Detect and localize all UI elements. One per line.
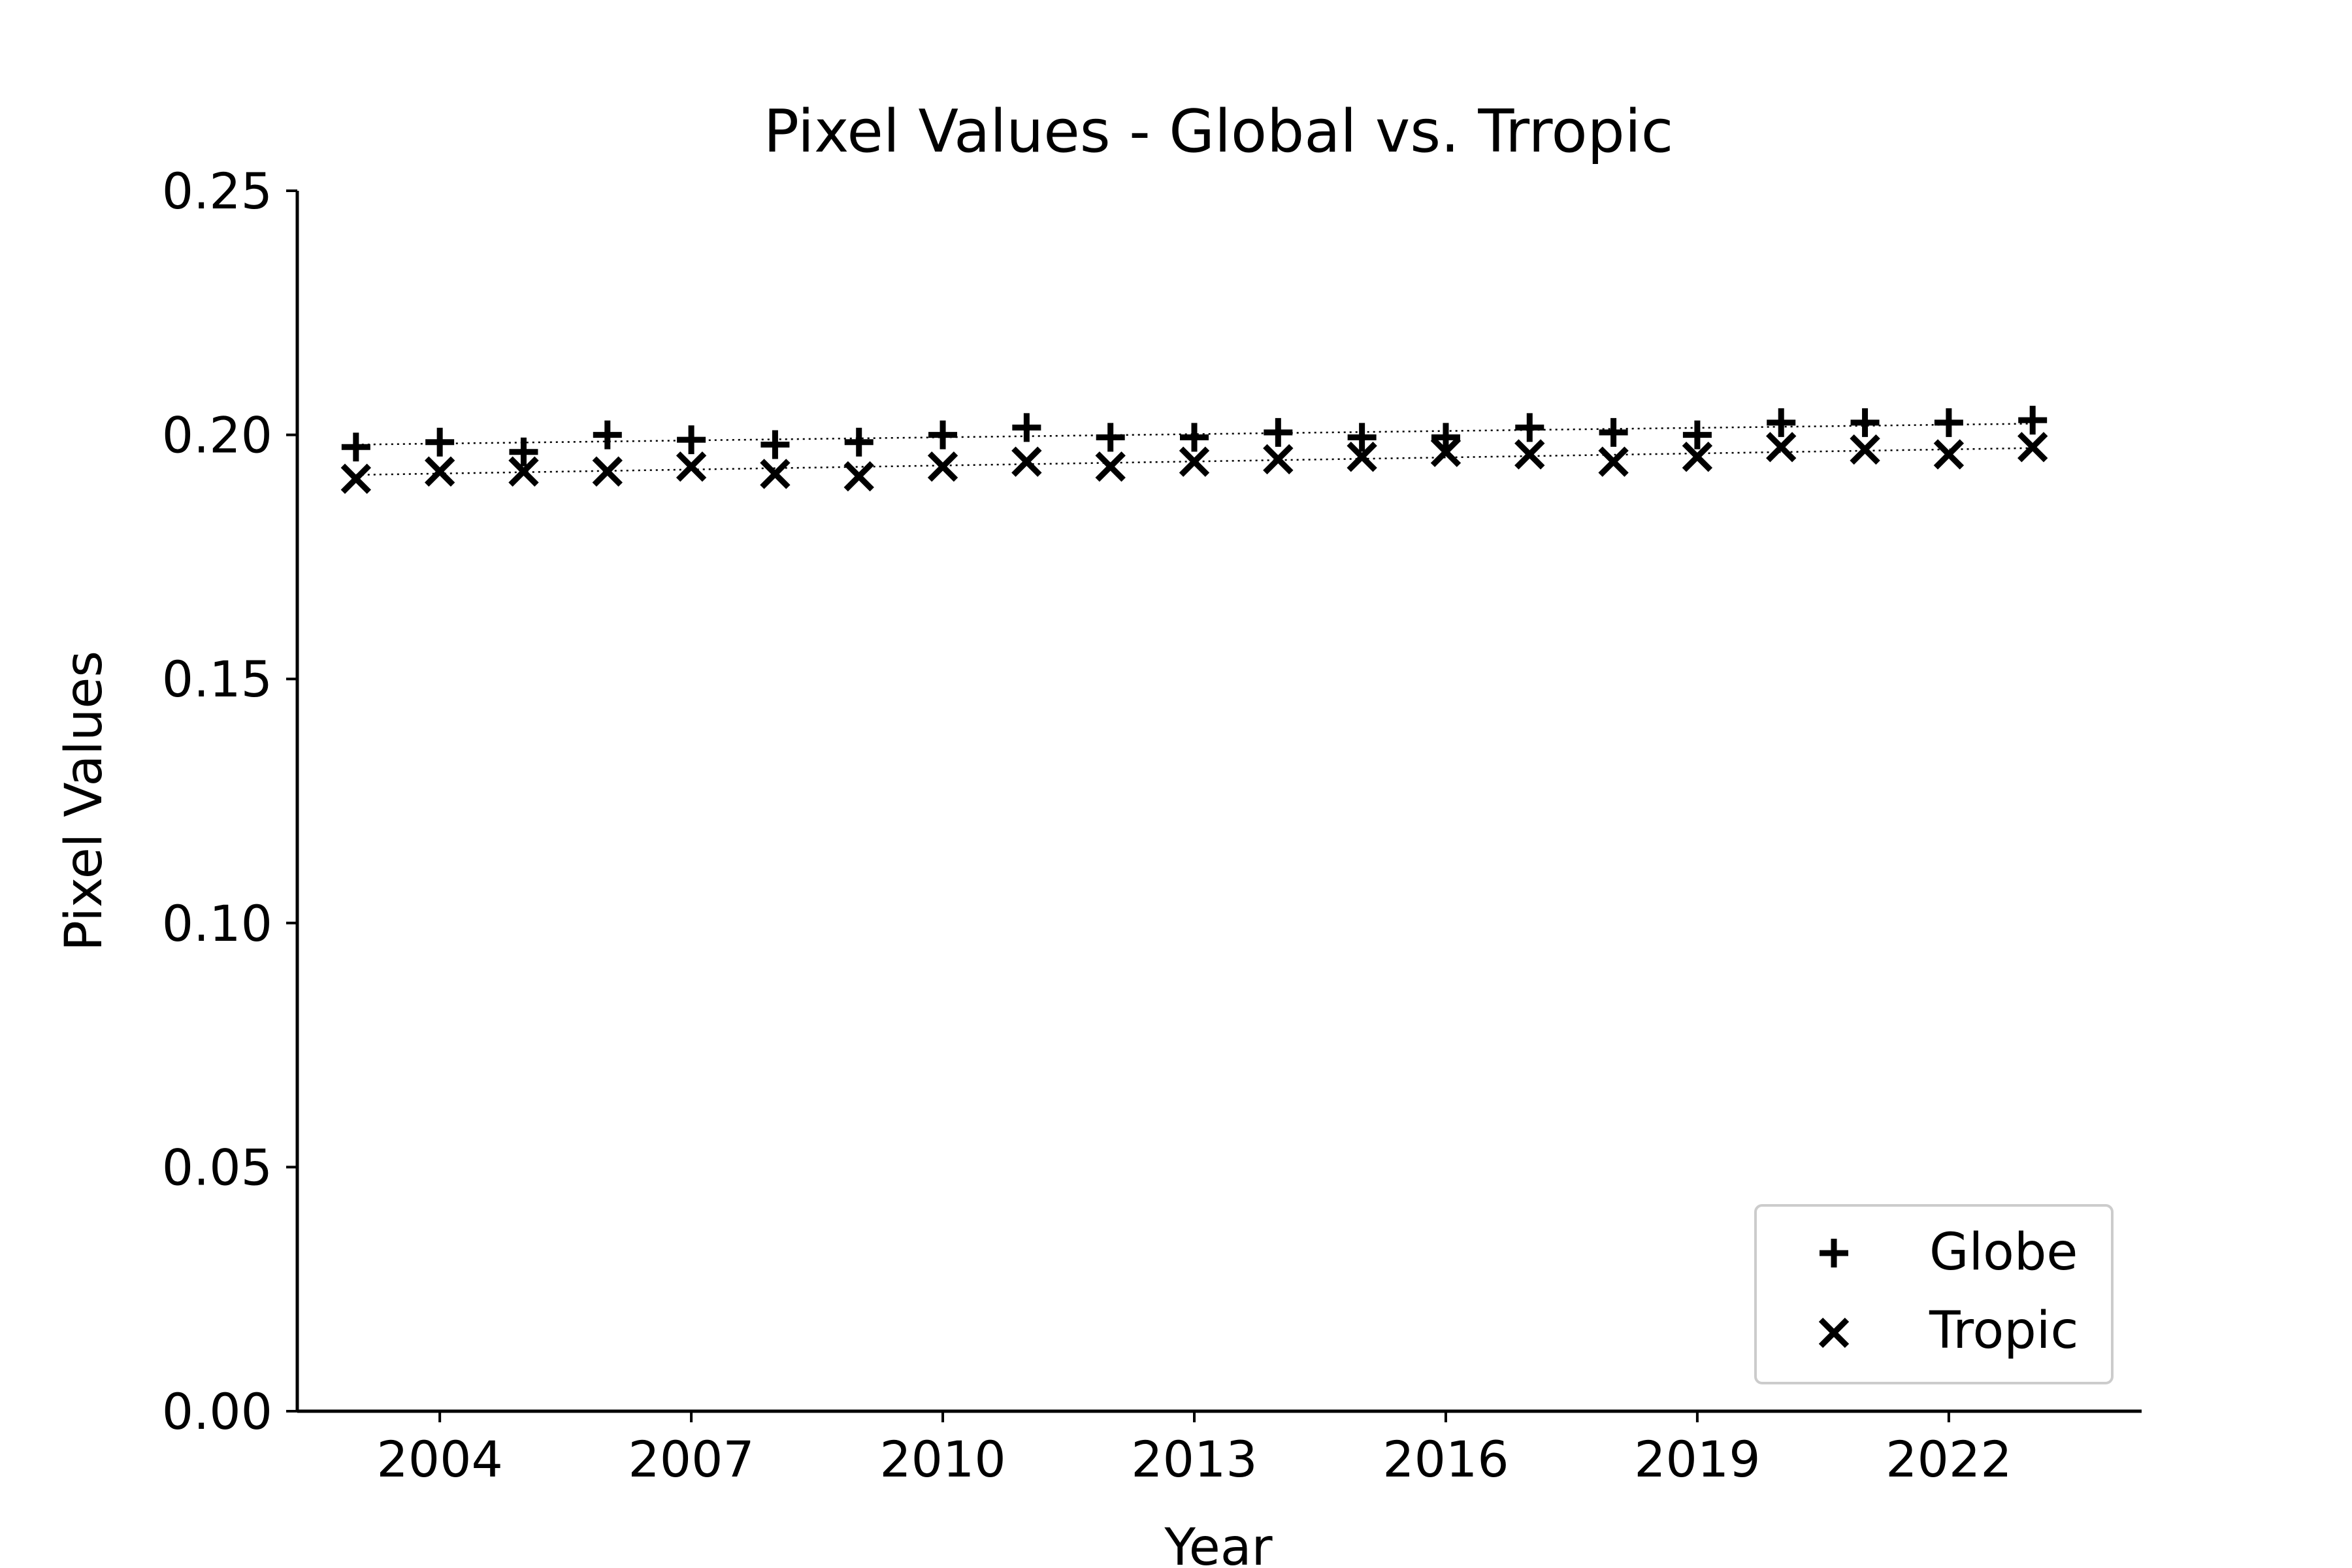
data-point-globe: [425, 427, 455, 457]
x-tick-label: 2010: [879, 1430, 1005, 1488]
data-point-tropic: [1095, 451, 1126, 482]
data-markers: [340, 406, 2048, 495]
legend-x-icon: [1818, 1317, 1850, 1348]
data-point-tropic: [1850, 434, 1880, 465]
data-point-tropic: [843, 461, 874, 492]
legend-plus-icon: [1820, 1239, 1848, 1267]
data-point-globe: [593, 420, 622, 449]
data-point-tropic: [1430, 436, 1462, 467]
y-axis-label: Pixel Values: [55, 651, 114, 951]
data-point-globe: [1431, 423, 1460, 452]
legend-box: [1754, 1204, 2114, 1384]
data-point-tropic: [1347, 442, 1377, 472]
data-point-globe: [677, 425, 706, 455]
data-point-globe: [928, 420, 958, 449]
data-point-tropic: [592, 456, 623, 487]
data-point-tropic: [2017, 432, 2048, 463]
legend-marker-tropic: [1818, 1317, 1850, 1348]
x-tick-label: 2022: [1886, 1430, 2012, 1488]
data-point-globe: [1850, 408, 1880, 437]
data-point-globe: [1767, 408, 1796, 437]
data-point-globe: [1934, 408, 1963, 437]
data-point-tropic: [676, 451, 707, 482]
x-axis-label: Year: [1164, 1518, 1273, 1568]
legend: Globe Tropic: [1754, 1204, 2114, 1384]
x-tick-label: 2019: [1634, 1430, 1760, 1488]
data-point-tropic: [508, 456, 539, 487]
data-point-tropic: [1179, 446, 1210, 477]
data-point-tropic: [424, 456, 455, 487]
data-point-tropic: [1933, 439, 1965, 470]
data-point-tropic: [1263, 444, 1294, 475]
data-point-globe: [1012, 413, 1041, 442]
data-point-globe: [1599, 417, 1628, 447]
y-tick-label: 0.20: [162, 406, 272, 465]
x-tick-label: 2013: [1131, 1430, 1257, 1488]
data-point-globe: [1264, 417, 1293, 447]
ticks: 2004 2007 2010 2013 2016 2019 2022 0.00 0.05 0.10…: [162, 162, 2012, 1488]
data-point-globe: [1096, 423, 1125, 452]
data-point-tropic: [1598, 446, 1629, 477]
data-point-globe: [1682, 420, 1712, 449]
data-point-tropic: [1766, 432, 1797, 463]
data-point-tropic: [1514, 439, 1545, 470]
data-point-globe: [341, 433, 370, 462]
data-point-globe: [1515, 413, 1544, 442]
x-tick-label: 2016: [1382, 1430, 1509, 1488]
legend-marker-globe: [1820, 1239, 1848, 1267]
data-point-globe: [760, 430, 790, 459]
data-point-tropic: [1011, 446, 1042, 477]
data-point-globe: [1347, 423, 1377, 452]
x-tick-label: 2007: [628, 1430, 754, 1488]
y-tick-label: 0.00: [162, 1382, 272, 1441]
y-tick-label: 0.25: [162, 162, 272, 220]
x-tick-label: 2004: [376, 1430, 502, 1488]
axes: [295, 191, 2142, 1413]
legend-label-globe: Globe: [1929, 1223, 2078, 1282]
data-point-globe: [844, 427, 874, 457]
chart-title: Pixel Values - Global vs. Trropic: [764, 97, 1673, 166]
data-point-globe: [2018, 406, 2048, 435]
data-point-globe: [1180, 423, 1209, 452]
data-point-tropic: [340, 463, 372, 495]
y-tick-label: 0.05: [162, 1138, 272, 1196]
y-tick-label: 0.10: [162, 894, 272, 953]
y-tick-label: 0.15: [162, 650, 272, 708]
data-point-globe: [509, 437, 538, 466]
data-point-tropic: [1682, 442, 1713, 472]
data-point-tropic: [927, 451, 958, 482]
legend-label-tropic: Tropic: [1929, 1301, 2078, 1360]
data-point-tropic: [760, 459, 791, 489]
